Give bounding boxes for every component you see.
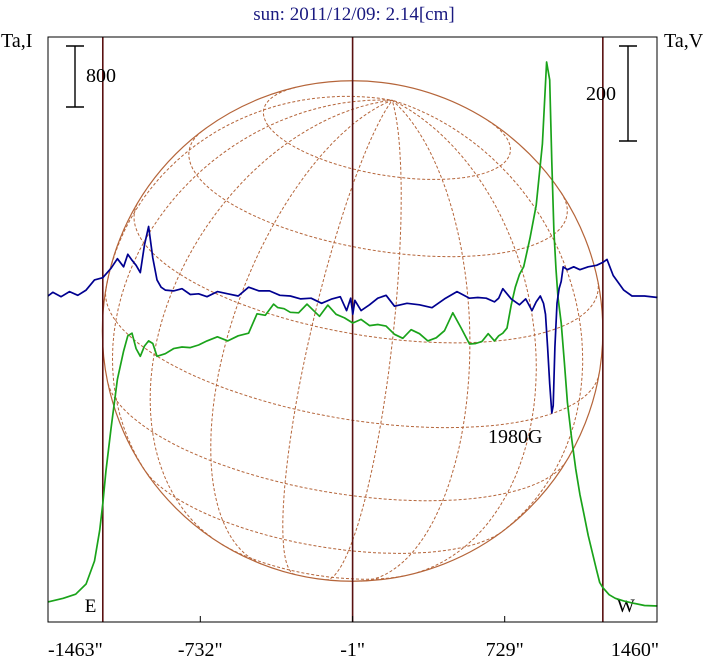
- x-tick-label-3: 729": [486, 639, 524, 661]
- active-region-label: 1980G: [488, 426, 542, 448]
- series-line-stokes_i: [47, 61, 658, 607]
- series-layer: [47, 61, 658, 607]
- x-tick-label-2: -1": [340, 639, 365, 661]
- left-scale-bar: 800: [66, 45, 116, 108]
- longitude-line: [105, 95, 393, 289]
- left-axis-label: Ta,I: [1, 30, 32, 52]
- longitude-line: [361, 99, 471, 582]
- latitude-line: [221, 543, 405, 580]
- longitude-line: [210, 99, 393, 565]
- longitude-line: [111, 99, 393, 479]
- limb-label-e: E: [85, 596, 97, 617]
- x-axis-ticks: -1463" -732" -1" 729" 1460": [47, 616, 659, 661]
- longitude-line: [391, 99, 537, 574]
- longitude-line: [149, 99, 393, 538]
- right-scale-bar-label: 200: [586, 83, 616, 105]
- left-scale-bar-label: 800: [86, 65, 116, 87]
- right-scale-bar: 200: [586, 45, 637, 142]
- limb-label-w: W: [617, 596, 635, 617]
- latitude-line: [146, 472, 500, 554]
- x-tick-label-1: -732": [178, 639, 223, 661]
- x-tick-label-4: 1460": [611, 639, 659, 661]
- x-tick-label-0: -1463": [48, 639, 103, 661]
- chart-title: sun: 2011/12/09: 2.14[cm]: [253, 4, 454, 25]
- latitude-line: [107, 383, 567, 502]
- right-axis-label: Ta,V: [664, 30, 704, 52]
- series-line-stokes_v: [47, 225, 658, 414]
- latitude-line: [104, 288, 600, 429]
- solar-disk-grid: [101, 80, 604, 582]
- latitude-line: [262, 86, 511, 180]
- longitude-line: [392, 99, 584, 538]
